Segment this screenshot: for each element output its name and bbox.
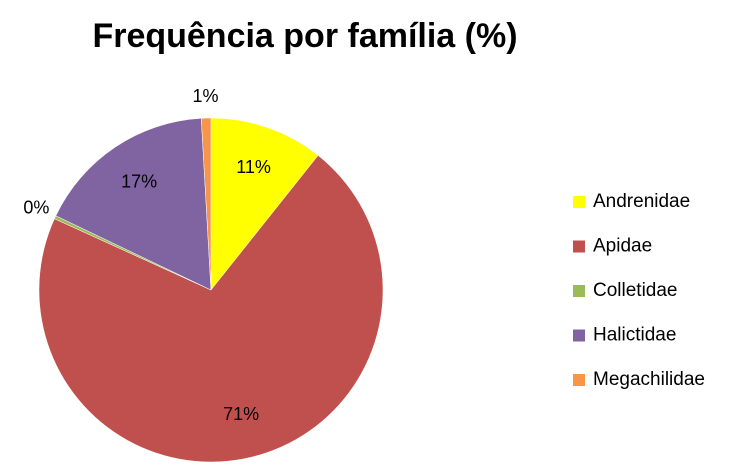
legend-swatch	[573, 240, 585, 253]
data-label: 0%	[23, 197, 49, 217]
chart-title: Frequência por família (%)	[92, 17, 517, 55]
legend-swatch	[573, 196, 585, 208]
legend-swatch	[573, 285, 585, 297]
data-label: 1%	[193, 86, 219, 106]
data-label: 71%	[223, 404, 259, 424]
pie-slice	[210, 117, 319, 291]
legend-label: Megachilidae	[593, 369, 705, 390]
legend-swatch	[573, 374, 585, 386]
legend-swatch	[573, 329, 585, 342]
data-label: 17%	[121, 172, 157, 192]
legend-label: Halictidae	[593, 325, 676, 346]
pie-slice	[38, 155, 384, 463]
legend-label: Colletidae	[593, 280, 678, 301]
pie-slice	[201, 117, 212, 291]
legend-label: Apidae	[593, 236, 652, 257]
legend-label: Andrenidae	[593, 191, 690, 212]
data-label: 11%	[236, 157, 271, 177]
pie-slice	[55, 118, 212, 291]
